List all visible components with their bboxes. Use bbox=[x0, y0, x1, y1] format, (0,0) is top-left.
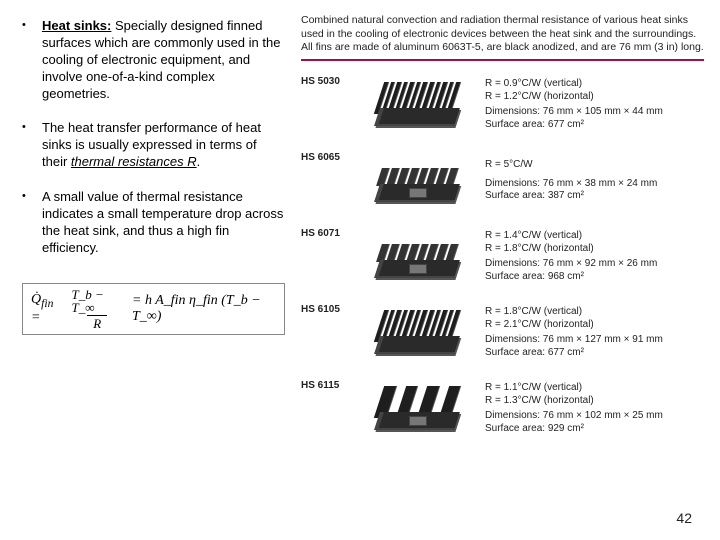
heatsink-icon bbox=[357, 298, 477, 368]
heatsink-table: HS 5030 R = 0.9°C/W (vertical)R = 1.2°C/W… bbox=[301, 67, 704, 447]
heatsink-row: HS 6071 R = 1.4°C/W (vertical)R = 1.8°C/W… bbox=[301, 219, 704, 295]
heatsink-icon bbox=[357, 222, 477, 292]
page-number: 42 bbox=[676, 510, 692, 526]
heatsink-icon bbox=[357, 70, 477, 140]
heatsink-id: HS 5030 bbox=[301, 70, 349, 87]
heatsink-specs: R = 1.8°C/W (vertical)R = 2.1°C/W (horiz… bbox=[485, 306, 704, 359]
formula-num: T_b − T_∞ bbox=[69, 288, 126, 315]
bullet-lead: Heat sinks: bbox=[42, 18, 111, 33]
heatsink-row: HS 6105 R = 1.8°C/W (vertical)R = 2.1°C/W… bbox=[301, 295, 704, 371]
bullet-marker: • bbox=[22, 189, 42, 257]
heatsink-id: HS 6065 bbox=[301, 146, 349, 163]
figure-column: Combined natural convection and radiatio… bbox=[295, 0, 720, 540]
bullet-emph: thermal resistances R bbox=[71, 154, 197, 169]
bullet-text: . bbox=[197, 154, 201, 169]
heatsink-icon bbox=[357, 374, 477, 444]
heatsink-row: HS 5030 R = 0.9°C/W (vertical)R = 1.2°C/W… bbox=[301, 67, 704, 143]
heatsink-icon bbox=[357, 146, 477, 216]
heatsink-id: HS 6115 bbox=[301, 374, 349, 391]
heatsink-row: HS 6065 R = 5°C/WDimensions: 76 mm × 38 m… bbox=[301, 143, 704, 219]
formula-qsub: fin bbox=[41, 297, 53, 310]
formula-q: Q̇ bbox=[31, 292, 41, 307]
figure-caption: Combined natural convection and radiatio… bbox=[301, 14, 704, 61]
heatsink-specs: R = 0.9°C/W (vertical)R = 1.2°C/W (horiz… bbox=[485, 78, 704, 131]
bullet-item: • A small value of thermal resistance in… bbox=[22, 189, 285, 257]
heatsink-specs: R = 1.4°C/W (vertical)R = 1.8°C/W (horiz… bbox=[485, 230, 704, 283]
bullet-item: • Heat sinks: Specially designed finned … bbox=[22, 18, 285, 102]
formula-rhs: = h A_fin η_fin (T_b − T_∞) bbox=[132, 293, 276, 325]
heatsink-row: HS 6115 R = 1.1°C/W (vertical)R = 1.3°C/W… bbox=[301, 371, 704, 447]
heatsink-id: HS 6105 bbox=[301, 298, 349, 315]
bullet-item: • The heat transfer performance of heat … bbox=[22, 120, 285, 171]
bullet-marker: • bbox=[22, 18, 42, 102]
bullet-text: A small value of thermal resistance indi… bbox=[42, 189, 285, 257]
heatsink-specs: R = 1.1°C/W (vertical)R = 1.3°C/W (horiz… bbox=[485, 382, 704, 435]
formula-den: R bbox=[87, 315, 107, 330]
heatsink-id: HS 6071 bbox=[301, 222, 349, 239]
bullet-marker: • bbox=[22, 120, 42, 171]
heatsink-specs: R = 5°C/WDimensions: 76 mm × 38 mm × 24 … bbox=[485, 159, 704, 203]
bullet-list: • Heat sinks: Specially designed finned … bbox=[22, 18, 285, 275]
formula: Q̇fin = T_b − T_∞ R = h A_fin η_fin (T_b… bbox=[22, 283, 285, 335]
text-column: • Heat sinks: Specially designed finned … bbox=[0, 0, 295, 540]
